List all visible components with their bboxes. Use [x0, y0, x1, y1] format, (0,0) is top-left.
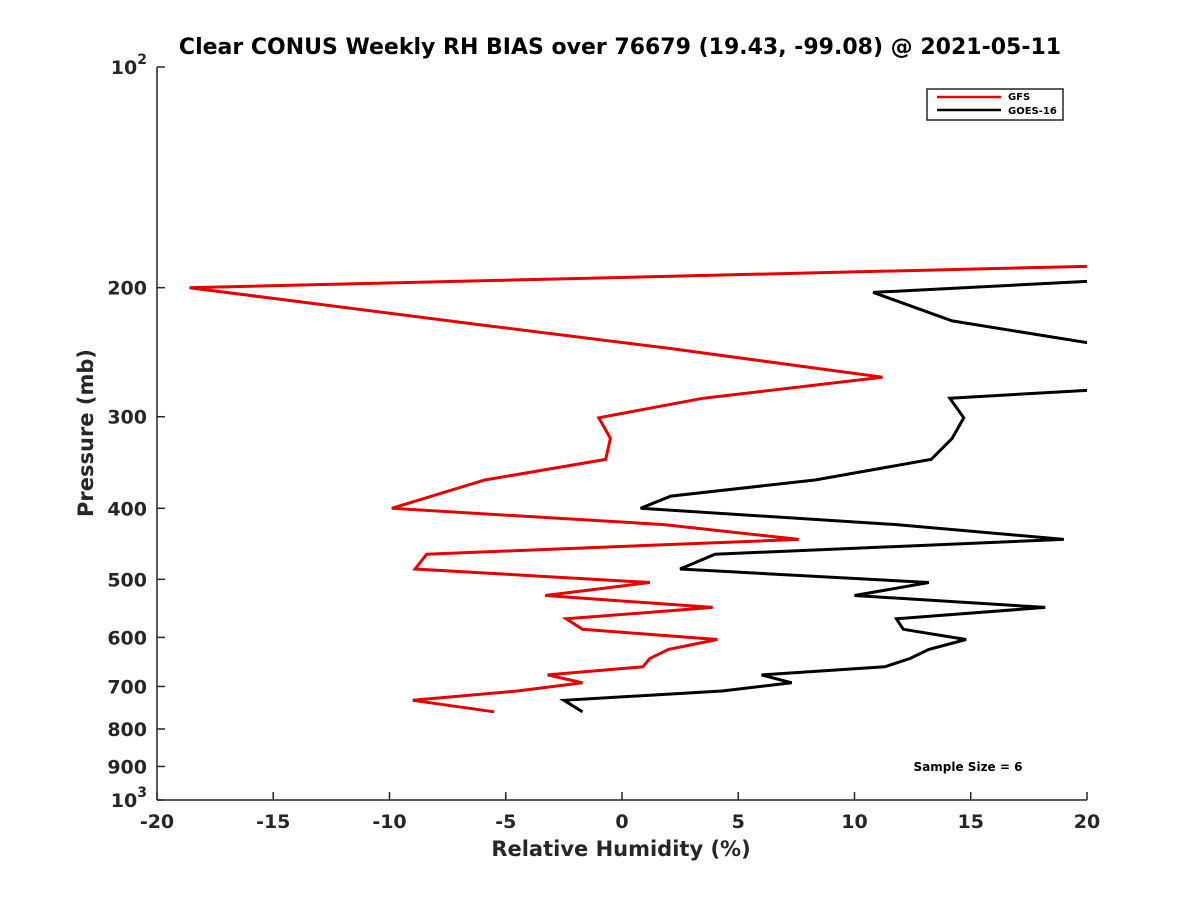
x-tick-label: 10	[841, 811, 867, 833]
y-tick-label: 800	[107, 719, 147, 741]
x-tick-label: 15	[958, 811, 984, 833]
x-tick-label: -10	[372, 811, 406, 833]
sample-size-annotation: Sample Size = 6	[914, 760, 1023, 774]
series-line-gfs	[189, 264, 1087, 714]
x-tick-label: 0	[615, 811, 628, 833]
y-tick-label: 102	[111, 52, 147, 79]
y-tick-label: 300	[107, 407, 147, 429]
y-tick-label: 600	[107, 627, 147, 649]
legend-box	[926, 88, 1064, 121]
x-tick-label: -15	[256, 811, 290, 833]
y-axis-title: Pressure (mb)	[74, 349, 98, 517]
x-tick-label: 5	[732, 811, 745, 833]
x-tick-label: -20	[140, 811, 174, 833]
legend: GFS GOES-16	[926, 88, 1064, 121]
x-ticks: -20 -15 -10 -5 0 5 10 15 20	[140, 792, 1100, 833]
y-tick-label: 400	[107, 498, 147, 520]
legend-label-gfs: GFS	[1008, 92, 1030, 103]
legend-label-goes16: GOES-16	[1008, 106, 1057, 117]
y-tick-label: 103	[111, 785, 147, 812]
x-axis-title: Relative Humidity (%)	[491, 837, 750, 861]
x-tick-label: 20	[1074, 811, 1100, 833]
y-tick-label: 700	[107, 676, 147, 698]
chart-title: Clear CONUS Weekly RH BIAS over 76679 (1…	[179, 35, 1061, 60]
series-layer	[189, 264, 1087, 714]
x-tick-label: -5	[495, 811, 516, 833]
y-ticks: 102 200 300 400 500 600 700 800 900 103	[107, 52, 165, 812]
series-line-goes16	[559, 279, 1087, 714]
y-tick-label: 200	[107, 278, 147, 300]
y-tick-label: 500	[107, 569, 147, 591]
y-tick-label: 900	[107, 756, 147, 778]
plot-area	[157, 67, 1087, 800]
